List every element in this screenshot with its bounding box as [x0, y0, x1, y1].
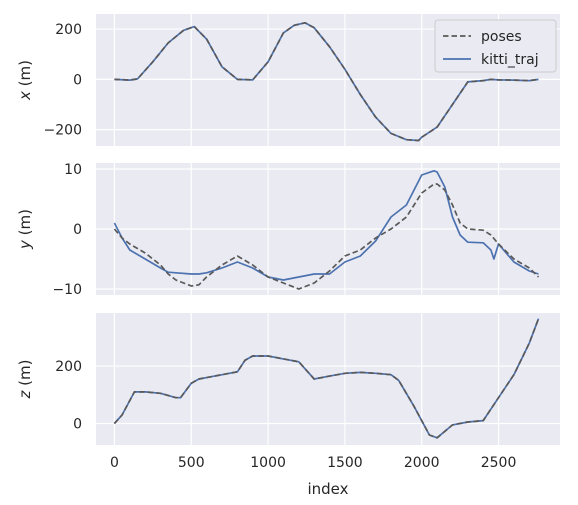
y-axis-variable: y — [16, 239, 34, 250]
y-tick-label: −10 — [52, 282, 82, 298]
x-tick-label: 2500 — [481, 455, 517, 471]
y-tick-label: 200 — [55, 359, 82, 375]
x-tick-label: 2000 — [404, 455, 440, 471]
y-axis-variable: x — [16, 91, 34, 101]
series-line-kitti_traj — [113, 169, 539, 281]
y-tick-label: 10 — [64, 162, 82, 178]
y-axis-label: z (m) — [16, 360, 34, 400]
y-axis-unit: (m) — [16, 209, 34, 240]
y-axis-variable: z — [16, 389, 34, 399]
y-tick-label: 200 — [55, 22, 82, 38]
series-line-poses — [114, 21, 539, 142]
y-tick-label: 0 — [73, 222, 82, 238]
x-tick-label: 500 — [178, 455, 205, 471]
legend-label-poses: poses — [481, 29, 522, 45]
x-tick-label: 1000 — [250, 455, 286, 471]
series-line-poses — [113, 183, 540, 290]
x-tick-label: 0 — [110, 455, 119, 471]
y-axis-label: x (m) — [16, 60, 34, 101]
panel-background — [96, 313, 560, 445]
legend: poses kitti_traj — [434, 19, 557, 73]
panel-y: −10 0 10 y (m) — [16, 162, 560, 298]
legend-label-kitti_traj: kitti_traj — [481, 52, 539, 68]
y-axis-unit: (m) — [16, 60, 34, 91]
y-axis-unit: (m) — [16, 360, 34, 391]
y-axis-label: y (m) — [16, 209, 34, 250]
y-tick-label: 0 — [73, 416, 82, 432]
x-axis-label: index — [307, 480, 348, 498]
y-tick-label: −200 — [44, 123, 82, 139]
x-tick-label: 1500 — [327, 455, 363, 471]
series-line-poses — [113, 318, 540, 439]
panel-z: 0 200 z (m) 0 500 1000 1500 2000 2500 index — [16, 313, 560, 498]
y-tick-label: 0 — [73, 72, 82, 88]
panel-x: −200 0 200 x (m) poses kitti_traj — [16, 14, 560, 146]
